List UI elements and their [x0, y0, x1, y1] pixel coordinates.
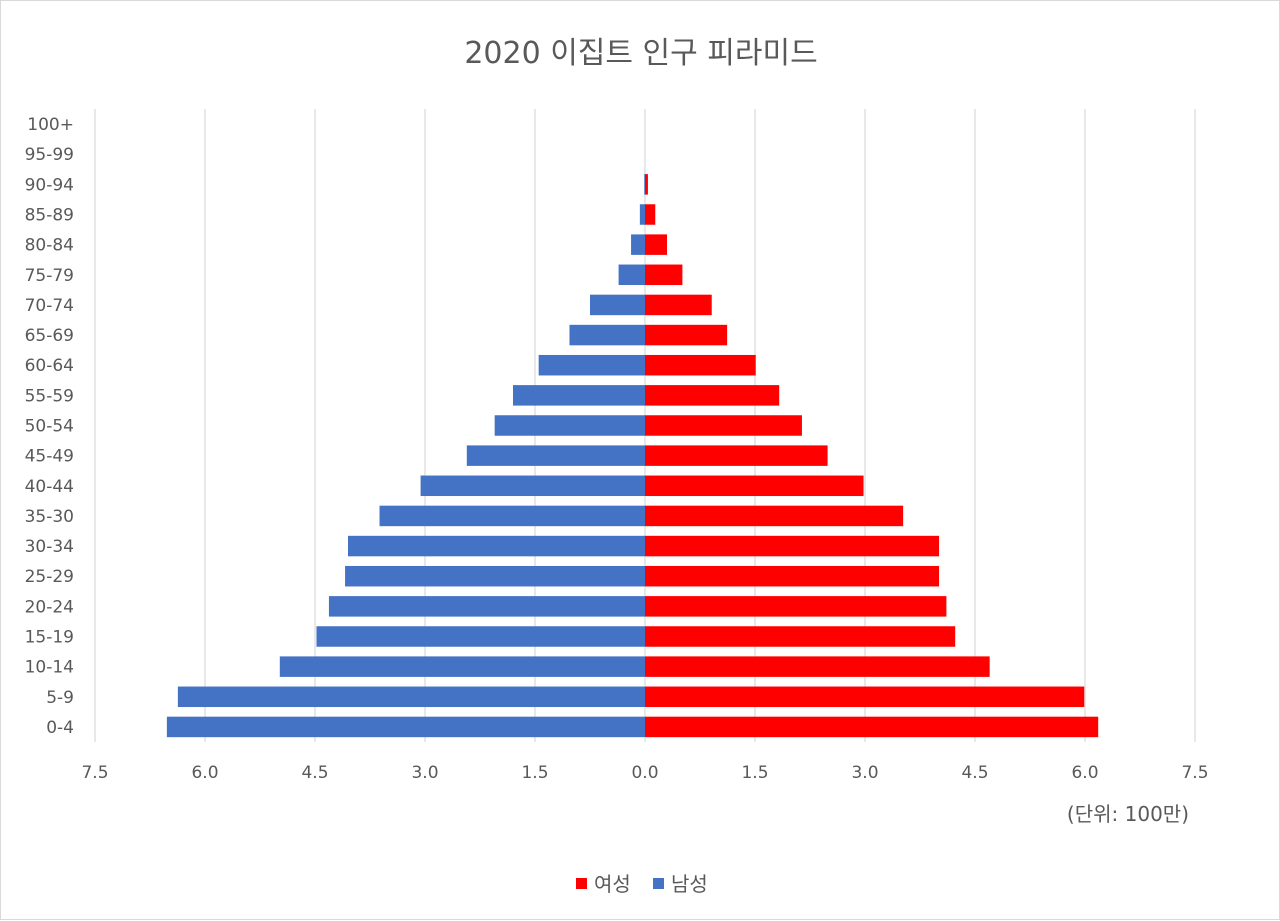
- bar-male-10-14: [279, 656, 645, 677]
- bar-male-80-84: [631, 234, 645, 255]
- bar-female-55-59: [645, 385, 780, 406]
- y-tick-label: 5-9: [46, 688, 74, 708]
- bar-female-10-14: [645, 656, 990, 677]
- chart-title: 2020 이집트 인구 피라미드: [464, 36, 817, 71]
- bar-female-50-54: [645, 415, 802, 436]
- x-tick-label: 6.0: [1071, 763, 1098, 783]
- x-tick-label: 1.5: [741, 763, 768, 783]
- bar-male-65-69: [569, 324, 645, 346]
- y-tick-label: 60-64: [25, 356, 74, 376]
- legend-label: 여성: [594, 872, 631, 896]
- y-tick-label: 35-30: [25, 507, 74, 527]
- bar-female-30-34: [645, 535, 940, 557]
- y-tick-label: 15-19: [25, 628, 74, 648]
- bar-female-0-4: [645, 716, 1099, 738]
- bar-male-90-94: [644, 174, 645, 195]
- y-tick-label: 65-69: [25, 326, 74, 346]
- bar-male-85-89: [639, 204, 645, 225]
- y-tick-label: 0-4: [46, 718, 74, 738]
- bar-female-45-49: [645, 445, 828, 466]
- legend-swatch: [653, 878, 664, 889]
- bar-male-70-74: [590, 294, 645, 316]
- y-tick-label: 80-84: [25, 236, 74, 256]
- x-tick-label: 6.0: [191, 763, 218, 783]
- bar-male-35-30: [379, 505, 645, 527]
- y-axis-labels: 0-4 5-9 10-14 15-19 20-24 25-29 30-34 35-30 40-4…: [25, 115, 74, 738]
- bar-male-40-44: [420, 475, 645, 497]
- bar-male-0-4: [166, 716, 645, 738]
- y-tick-label: 30-34: [25, 537, 74, 557]
- x-tick-label: 0.0: [631, 763, 658, 783]
- bar-female-5-9: [645, 686, 1085, 708]
- bar-female-20-24: [645, 596, 947, 617]
- y-tick-label: 10-14: [25, 658, 74, 678]
- x-tick-label: 7.5: [81, 763, 108, 783]
- bar-male-5-9: [177, 686, 645, 708]
- y-tick-label: 85-89: [25, 206, 74, 226]
- y-tick-label: 20-24: [25, 597, 74, 617]
- bar-female-80-84: [645, 234, 667, 255]
- x-tick-label: 3.0: [851, 763, 878, 783]
- legend-label: 남성: [671, 872, 708, 896]
- bar-male-75-79: [618, 264, 645, 286]
- bar-male-50-54: [494, 415, 645, 436]
- legend: 여성 남성: [576, 872, 708, 896]
- y-tick-label: 95-99: [25, 145, 74, 165]
- y-tick-label: 45-49: [25, 447, 74, 467]
- y-tick-label: 75-79: [25, 266, 74, 286]
- bar-female-90-94: [645, 174, 648, 195]
- bar-female-15-19: [645, 626, 956, 647]
- bar-female-60-64: [645, 354, 756, 376]
- x-tick-label: 4.5: [301, 763, 328, 783]
- x-axis-labels: 7.5 6.0 4.5 3.0 1.5 0.0 1.5 3.0 4.5 6.0 7.5: [81, 763, 1208, 783]
- bar-male-60-64: [538, 354, 645, 376]
- y-tick-label: 25-29: [25, 567, 74, 587]
- bar-female-65-69: [645, 324, 728, 346]
- x-tick-label: 3.0: [411, 763, 438, 783]
- y-tick-label: 100+: [27, 115, 74, 135]
- y-tick-label: 40-44: [25, 477, 74, 497]
- bar-female-25-29: [645, 565, 940, 587]
- bar-male-15-19: [316, 626, 645, 647]
- y-tick-label: 50-54: [25, 417, 74, 437]
- bars: [166, 174, 1099, 738]
- unit-label: (단위: 100만): [1067, 802, 1189, 826]
- bar-male-45-49: [466, 445, 645, 466]
- bar-male-20-24: [328, 596, 645, 617]
- bar-male-25-29: [345, 565, 645, 587]
- x-tick-label: 7.5: [1181, 763, 1208, 783]
- legend-swatch: [576, 878, 587, 889]
- bar-female-40-44: [645, 475, 864, 497]
- y-tick-label: 70-74: [25, 296, 74, 316]
- y-tick-label: 55-59: [25, 386, 74, 406]
- bar-female-35-30: [645, 505, 904, 527]
- bar-female-85-89: [645, 204, 656, 225]
- y-tick-label: 90-94: [25, 175, 74, 195]
- bar-female-75-79: [645, 264, 683, 286]
- x-tick-label: 4.5: [961, 763, 988, 783]
- x-tick-label: 1.5: [521, 763, 548, 783]
- bar-male-55-59: [513, 385, 645, 406]
- bar-male-30-34: [348, 535, 645, 557]
- bar-female-70-74: [645, 294, 712, 316]
